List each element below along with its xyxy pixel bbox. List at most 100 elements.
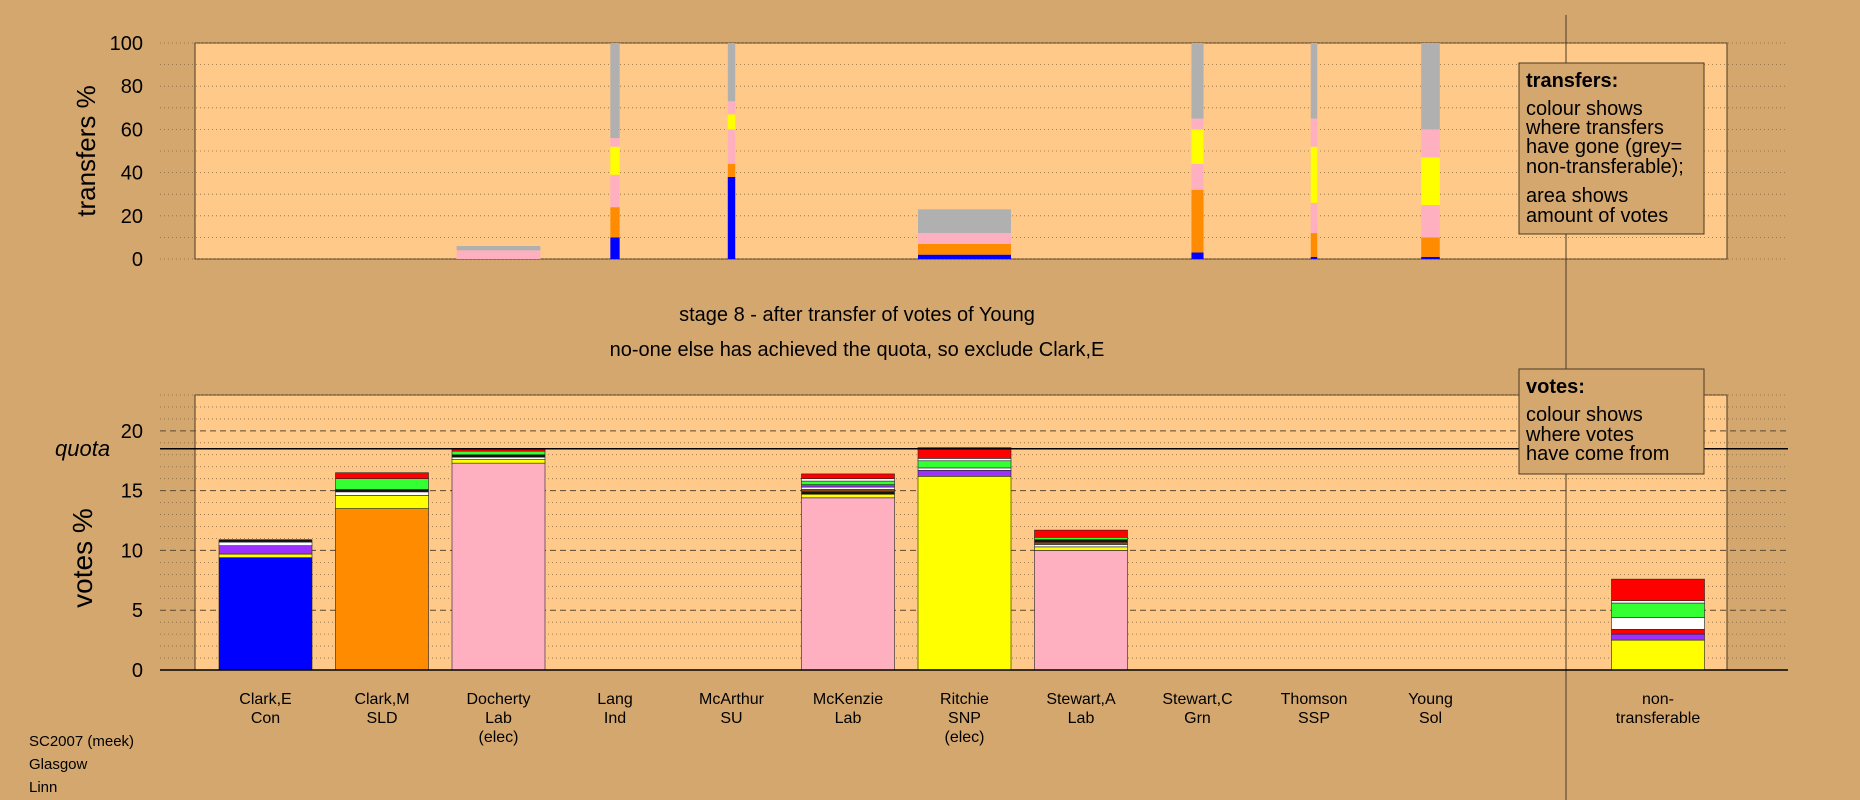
transfer-segment <box>1421 129 1440 158</box>
transfers-y-tick: 100 <box>110 33 143 55</box>
vote-segment <box>335 489 429 493</box>
vote-segment <box>917 447 1012 459</box>
footer-line: SC2007 (meek) <box>29 733 134 750</box>
quota-label: quota <box>55 436 110 461</box>
transfers-y-axis: 0 20 40 60 80 100 <box>110 33 143 271</box>
transfers-y-tick: 40 <box>121 163 143 185</box>
vote-segment <box>801 473 895 479</box>
vote-segment <box>1611 629 1705 635</box>
transfer-segment <box>1421 237 1440 257</box>
transfer-segment <box>1191 252 1204 259</box>
transfers-legend-line: have gone (grey= <box>1526 136 1682 158</box>
transfers-y-tick: 0 <box>132 249 143 271</box>
votes-y-tick: 15 <box>121 481 143 503</box>
transfers-y-label: transfers % <box>71 85 101 217</box>
vote-segment <box>917 460 1012 469</box>
vote-segment <box>451 454 546 458</box>
candidate-name: Docherty <box>466 691 530 708</box>
vote-segment <box>1034 541 1128 545</box>
transfer-segment <box>610 174 620 208</box>
vote-segment <box>451 450 546 456</box>
vote-segment <box>1611 617 1705 630</box>
transfers-y-tick: 20 <box>121 206 143 228</box>
vote-segment <box>335 472 429 479</box>
vote-segment <box>1034 546 1128 551</box>
votes-legend-line: where votes <box>1525 424 1634 446</box>
transfer-segment <box>610 237 620 259</box>
transfer-segment <box>610 43 620 139</box>
candidate-name: Thomson <box>1281 691 1348 708</box>
vote-segment <box>335 508 429 671</box>
candidate-party: SLD <box>366 710 397 727</box>
candidate-name: Clark,E <box>239 691 291 708</box>
transfer-segment <box>456 246 541 251</box>
vote-segment <box>1034 529 1128 538</box>
vote-segment <box>1611 639 1705 671</box>
transfer-segment <box>456 250 541 259</box>
candidate-name: Stewart,C <box>1162 691 1232 708</box>
votes-y-tick: 0 <box>132 660 143 682</box>
candidate-party: Lab <box>485 710 512 727</box>
candidate-party: Grn <box>1184 710 1211 727</box>
transfer-segment <box>727 101 736 115</box>
transfer-segment <box>610 146 620 175</box>
transfer-segment <box>727 176 736 259</box>
candidate-name: McKenzie <box>813 691 883 708</box>
vote-segment <box>451 456 546 460</box>
transfer-segment <box>918 243 1011 255</box>
vote-segment <box>335 491 429 496</box>
transfers-gridlines <box>160 42 1788 260</box>
vote-segment <box>1611 602 1705 618</box>
vote-segment <box>218 545 313 555</box>
transfers-y-tick: 60 <box>121 119 143 141</box>
transfer-segment <box>1421 43 1440 130</box>
transfer-segment <box>1191 43 1204 119</box>
votes-gridlines <box>160 394 1788 659</box>
vote-segment <box>801 497 895 671</box>
votes-y-tick: 5 <box>132 600 143 622</box>
vote-segment <box>1611 633 1705 641</box>
transfer-segment <box>1310 256 1318 259</box>
vote-segment <box>451 459 546 464</box>
candidate-name: non- <box>1642 691 1674 708</box>
transfer-segment <box>1191 118 1204 130</box>
transfers-bars <box>456 43 1440 259</box>
candidate-party: Lab <box>835 710 862 727</box>
vote-segment <box>801 486 895 490</box>
vote-segment <box>801 493 895 499</box>
transfer-segment <box>1310 233 1318 257</box>
vote-segment <box>335 478 429 490</box>
candidate-name: Clark,M <box>354 691 409 708</box>
transfer-segment <box>1310 43 1318 119</box>
transfer-segment <box>1191 189 1204 253</box>
votes-legend-title: votes: <box>1526 376 1585 398</box>
vote-segment <box>218 541 313 546</box>
transfer-segment <box>727 129 736 164</box>
candidate-party: Ind <box>604 710 626 727</box>
transfers-y-tick: 80 <box>121 76 143 98</box>
votes-legend-line: colour shows <box>1526 404 1643 426</box>
transfer-segment <box>1421 157 1440 205</box>
candidate-party: Lab <box>1068 710 1095 727</box>
vote-segment <box>801 484 895 488</box>
transfer-segment <box>1191 163 1204 190</box>
transfer-segment <box>727 43 736 102</box>
transfer-segment <box>1191 129 1204 164</box>
votes-bars <box>218 447 1705 671</box>
transfer-segment <box>1310 118 1318 147</box>
vote-segment <box>451 462 546 671</box>
transfer-segment <box>1421 205 1440 238</box>
transfer-segment <box>918 254 1011 259</box>
votes-y-axis: 0 5 10 15 20 <box>121 421 143 682</box>
transfer-segment <box>1310 146 1318 203</box>
vote-segment <box>801 480 895 485</box>
votes-y-label: votes % <box>67 508 98 608</box>
candidate-name: Lang <box>597 691 633 708</box>
transfers-legend-line: area shows <box>1526 185 1628 207</box>
votes-legend: votes: colour shows where votes have com… <box>1518 368 1705 475</box>
stage-title: stage 8 - after transfer of votes of You… <box>679 304 1035 326</box>
candidate-note: (elec) <box>944 729 984 746</box>
vote-segment <box>917 470 1012 477</box>
transfer-segment <box>1310 202 1318 234</box>
votes-legend-line: have come from <box>1526 443 1669 465</box>
